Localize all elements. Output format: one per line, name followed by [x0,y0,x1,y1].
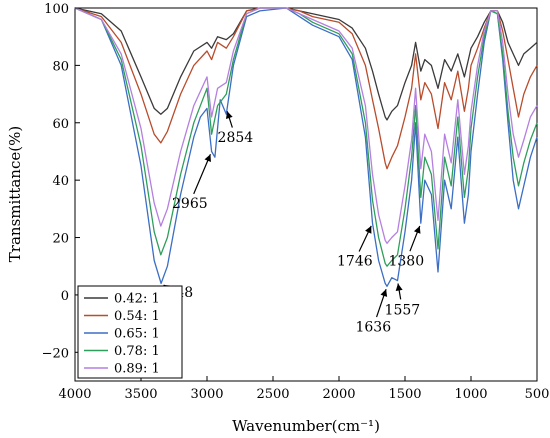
x-tick-label: 1500 [388,387,421,402]
x-tick-label: 2000 [322,387,355,402]
legend-entry: 0.89: 1 [114,362,160,377]
legend-entry: 0.78: 1 [114,344,160,359]
x-tick-label: 3500 [124,387,157,402]
y-tick-label: 60 [52,117,69,132]
legend-entry: 0.54: 1 [114,309,160,324]
x-axis-ticks: 4000 3500 3000 2500 2000 1500 1000 500 [58,376,549,402]
y-tick-label: −20 [42,346,69,361]
peak-label: 2854 [218,130,254,146]
legend-entry: 0.42: 1 [114,292,160,307]
series-line-1 [74,7,538,121]
peak-label: 2965 [172,196,208,212]
plot-frame [74,7,538,382]
peak-label: 1380 [388,253,424,269]
peak-label: 1636 [355,319,391,335]
annotation-arrowhead [413,225,421,234]
series-line-5 [74,7,538,244]
annotation-arrowhead [204,154,211,163]
y-tick-label: 100 [44,2,69,17]
y-tick-label: 80 [52,59,69,74]
x-tick-label: 500 [525,387,550,402]
y-axis-title: Transmittance(%) [6,126,24,262]
x-tick-label: 4000 [58,387,91,402]
series-line-4 [74,7,538,267]
annotation-arrowhead [380,289,388,297]
peak-label: 1557 [385,302,421,318]
annotation-arrowhead [395,283,403,292]
y-tick-label: 0 [61,289,69,304]
y-axis-ticks: 100 80 60 40 20 0 −20 [42,2,80,361]
peak-label: 1746 [337,253,373,269]
legend-entry: 0.65: 1 [114,327,160,342]
x-tick-label: 2500 [256,387,289,402]
y-tick-label: 20 [52,232,69,247]
legend-box [77,285,183,379]
series-line-3 [74,7,538,287]
x-tick-label: 1000 [454,387,487,402]
x-tick-label: 3000 [190,387,223,402]
legend: 0.42: 1 0.54: 1 0.65: 1 0.78: 1 0.89: 1 [77,285,183,379]
annotation-arrowhead [225,111,233,120]
peak-annotations: 3348296528541746163615571380 [157,111,424,335]
x-axis-title: Wavenumber(cm⁻¹) [232,417,380,435]
annotation-arrow [193,153,212,195]
y-tick-label: 40 [52,174,69,189]
annotation-arrowhead [365,225,372,234]
spectra-group [74,7,538,287]
